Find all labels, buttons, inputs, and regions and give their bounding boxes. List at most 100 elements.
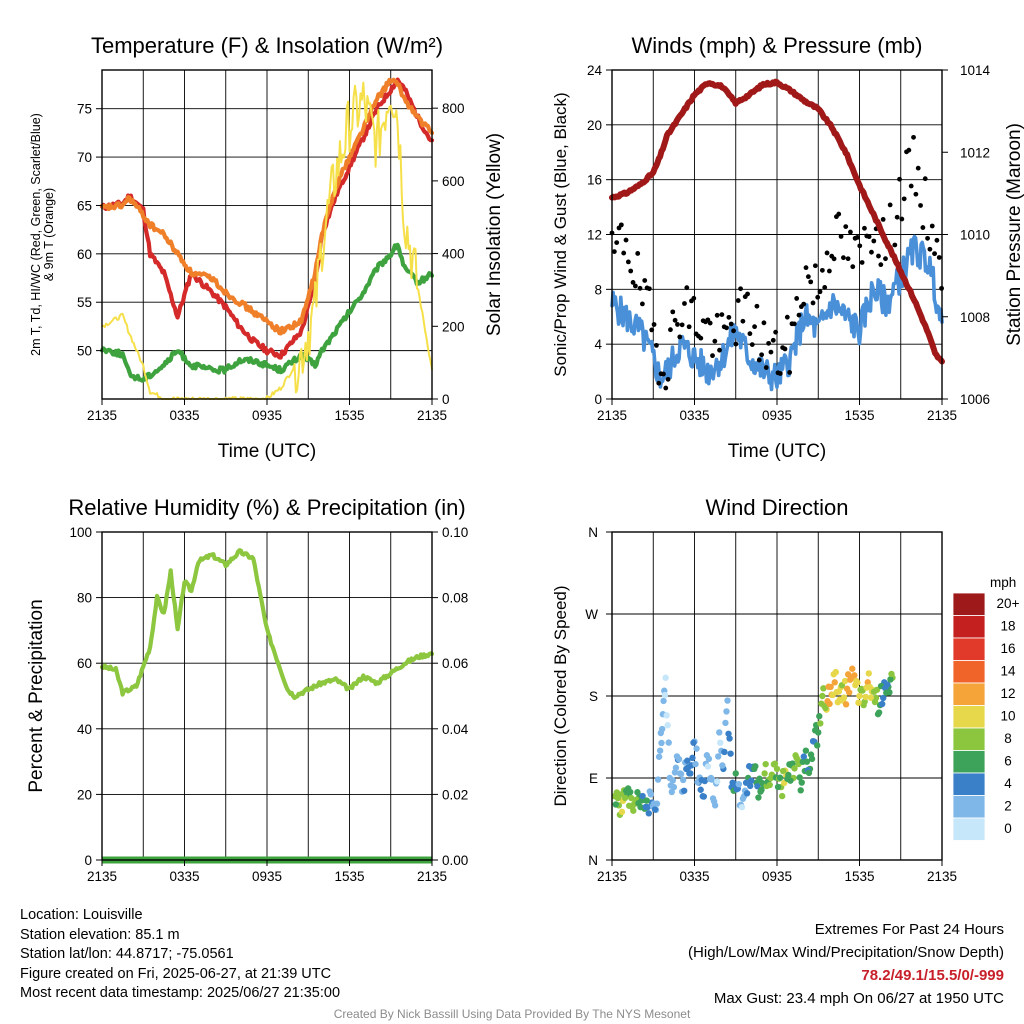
direction-point bbox=[684, 757, 691, 764]
direction-point bbox=[779, 767, 787, 775]
direction-point bbox=[755, 794, 762, 801]
chart-title: Winds (mph) & Pressure (mb) bbox=[632, 33, 923, 58]
gust-point bbox=[756, 357, 762, 363]
x-tick-label: 2135 bbox=[927, 869, 957, 884]
gust-point bbox=[726, 314, 732, 320]
gust-point bbox=[712, 338, 718, 344]
gust-point bbox=[906, 147, 912, 153]
direction-point bbox=[851, 672, 858, 679]
direction-point bbox=[710, 798, 718, 805]
gust-point bbox=[733, 341, 739, 347]
gust-point bbox=[784, 314, 790, 320]
gust-point bbox=[871, 238, 877, 244]
direction-point bbox=[756, 775, 763, 782]
x-tick-label: 0935 bbox=[252, 408, 282, 423]
direction-point bbox=[748, 777, 755, 784]
y-tick-label: 60 bbox=[77, 247, 92, 262]
direction-point bbox=[817, 720, 824, 727]
direction-point bbox=[743, 790, 751, 797]
direction-point bbox=[805, 769, 813, 777]
gust-point bbox=[614, 240, 620, 246]
y-tick-label: 4 bbox=[594, 337, 602, 352]
gust-point bbox=[717, 347, 722, 353]
direction-point bbox=[878, 700, 886, 708]
direction-point bbox=[758, 786, 765, 794]
y2-tick-label: 0.10 bbox=[442, 525, 468, 540]
direction-point bbox=[693, 745, 700, 752]
gust-point bbox=[932, 251, 937, 257]
gust-point bbox=[639, 301, 645, 307]
max-gust: Max Gust: 23.4 mph On 06/27 at 1950 UTC bbox=[713, 990, 1004, 1007]
gust-point bbox=[768, 349, 774, 355]
extremes-subtitle: (High/Low/Max Wind/Precipitation/Snow De… bbox=[688, 944, 1004, 961]
gust-point bbox=[897, 176, 902, 182]
gust-point bbox=[752, 324, 757, 330]
direction-point bbox=[658, 725, 666, 733]
direction-point bbox=[680, 787, 688, 794]
gust-point bbox=[936, 255, 942, 260]
direction-point bbox=[612, 801, 619, 808]
colorbar-label: 18 bbox=[1000, 619, 1015, 634]
direction-point bbox=[715, 753, 722, 760]
direction-point bbox=[672, 764, 680, 771]
winds-pressure-panel: 0 4 8 12 16 20 24 1006 1008 1010 1012 1014 2135 0335 0… bbox=[551, 33, 1024, 462]
x-tick-label: 2135 bbox=[417, 869, 447, 884]
direction-point bbox=[826, 700, 833, 708]
colorbar-label: 14 bbox=[1000, 664, 1016, 679]
y-tick-label: 0 bbox=[594, 392, 602, 407]
gust-point bbox=[819, 267, 825, 273]
station-latlon: Station lat/lon: 44.8717; -75.0561 bbox=[20, 946, 234, 963]
y-tick-label: 12 bbox=[587, 228, 602, 243]
gust-point bbox=[794, 296, 800, 301]
gust-point bbox=[787, 370, 793, 375]
gust-point bbox=[850, 264, 856, 270]
series-line-rh bbox=[99, 548, 435, 701]
direction-point bbox=[774, 783, 782, 791]
gust-point bbox=[841, 255, 846, 261]
recent-timestamp: Most recent data timestamp: 2025/06/27 2… bbox=[20, 985, 341, 1002]
direction-point bbox=[845, 689, 853, 696]
direction-point bbox=[873, 686, 881, 693]
direction-point bbox=[880, 694, 887, 702]
gust-point bbox=[929, 223, 935, 229]
y2-tick-label: 0.08 bbox=[442, 591, 468, 606]
direction-point bbox=[822, 704, 829, 712]
gust-point bbox=[621, 250, 627, 256]
direction-point bbox=[689, 754, 696, 762]
direction-point bbox=[668, 788, 676, 796]
direction-point bbox=[692, 760, 699, 768]
direction-point bbox=[700, 793, 707, 800]
gust-point bbox=[892, 242, 898, 248]
gust-point bbox=[922, 176, 928, 182]
direction-point bbox=[746, 782, 754, 790]
gust-point bbox=[651, 322, 657, 327]
direction-point bbox=[808, 755, 816, 763]
x-tick-label: 1535 bbox=[844, 408, 874, 423]
gust-point bbox=[724, 325, 729, 331]
y-tick-label: E bbox=[589, 771, 598, 786]
gust-point bbox=[686, 324, 692, 330]
gust-point bbox=[630, 279, 636, 285]
x-tick-label: 0935 bbox=[252, 869, 282, 884]
gust-point bbox=[684, 285, 690, 291]
direction-point bbox=[796, 774, 803, 781]
direction-point bbox=[816, 713, 823, 720]
gust-point bbox=[838, 234, 844, 239]
gust-point bbox=[635, 251, 641, 256]
gust-point bbox=[759, 352, 764, 358]
direction-point bbox=[717, 739, 724, 746]
direction-point bbox=[664, 722, 671, 729]
series-line-insolation bbox=[101, 81, 433, 400]
direction-point bbox=[798, 779, 805, 786]
gust-point bbox=[749, 342, 755, 348]
direction-point bbox=[849, 665, 856, 672]
figure-created: Figure created on Fri, 2025-06-27, at 21… bbox=[20, 965, 332, 982]
direction-point bbox=[842, 701, 850, 708]
y-tick-label: 50 bbox=[77, 344, 92, 359]
gust-point bbox=[714, 312, 720, 318]
y-tick-label: 8 bbox=[594, 282, 602, 297]
x-tick-label: 2135 bbox=[597, 869, 627, 884]
x-tick-label: 2135 bbox=[597, 408, 627, 423]
gust-point bbox=[675, 322, 680, 327]
colorbar-label: 0 bbox=[1004, 821, 1012, 836]
